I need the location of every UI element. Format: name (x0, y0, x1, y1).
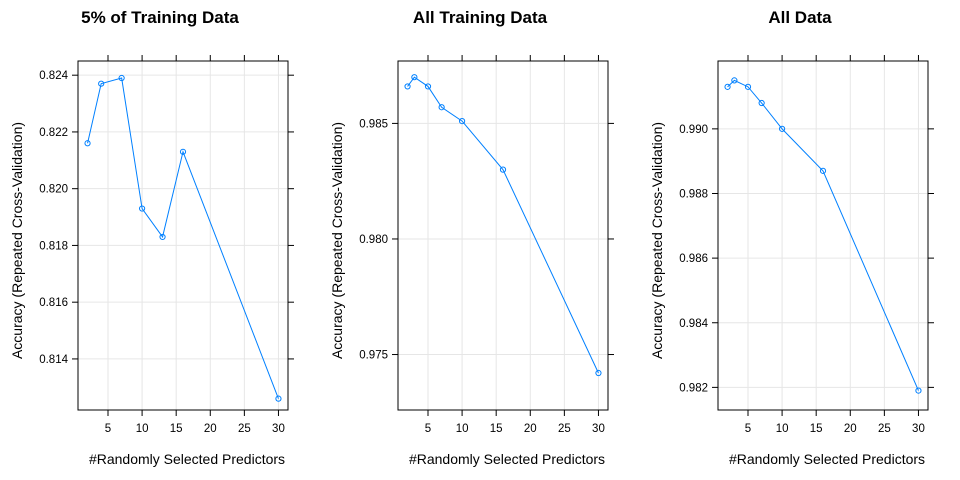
plot-frame (717, 60, 929, 411)
chart-panel-1: 5 10 15 20 25 30 0.814 0.816 0.818 0.820 0.822 0.82… (9, 8, 294, 467)
y-axis-label: Accuracy (Repeated Cross-Validation) (329, 122, 345, 359)
chart-panel-2: 5 10 15 20 25 30 0.975 0.980 0.985 All Training D… (329, 8, 614, 467)
x-tick-label: 10 (456, 423, 469, 435)
x-tick-label: 30 (272, 423, 285, 435)
x-axis-label: #Randomly Selected Predictors (89, 451, 285, 467)
data-point (778, 125, 786, 132)
data-point (411, 74, 418, 81)
x-tick-label: 20 (844, 423, 857, 435)
data-point (118, 74, 125, 82)
x-tick-label: 10 (136, 423, 149, 435)
y-tick-label: 0.980 (359, 234, 388, 246)
plot-frame (77, 60, 289, 411)
data-point (758, 99, 765, 107)
data-point (84, 140, 91, 147)
data-point (98, 80, 105, 87)
data-point (159, 233, 166, 241)
x-tick-label: 15 (170, 423, 183, 435)
x-tick-label: 5 (105, 423, 111, 435)
y-tick-label: 0.985 (359, 118, 388, 130)
y-tick-label: 0.990 (679, 124, 708, 136)
y-tick-label: 0.988 (679, 188, 708, 200)
data-point (138, 205, 146, 212)
y-tick-label: 0.975 (359, 350, 388, 362)
chart-title: All Training Data (413, 8, 548, 27)
y-tick-label: 0.986 (679, 253, 708, 265)
x-tick-label: 30 (592, 423, 605, 435)
y-tick-label: 0.982 (679, 382, 708, 394)
data-point (595, 369, 602, 377)
y-tick-label: 0.820 (39, 184, 68, 196)
data-point (724, 83, 731, 90)
series-line (407, 76, 599, 374)
data-point (458, 117, 466, 125)
y-tick-label: 0.822 (39, 127, 68, 139)
y-tick-label: 0.824 (39, 70, 68, 82)
x-tick-label: 15 (490, 423, 503, 435)
x-tick-label: 5 (425, 423, 431, 435)
x-tick-label: 15 (810, 423, 823, 435)
x-tick-label: 20 (204, 423, 217, 435)
plot-frame (397, 60, 609, 411)
x-tick-label: 25 (238, 423, 251, 435)
data-point (499, 166, 507, 173)
y-tick-label: 0.814 (39, 354, 68, 366)
chart-title: 5% of Training Data (81, 8, 239, 27)
x-tick-label: 30 (912, 423, 925, 435)
data-point (275, 395, 282, 402)
chart-panel-3: 5 10 15 20 25 30 0.982 0.984 0.986 0.988 0.990 All … (649, 8, 934, 467)
y-axis-label: Accuracy (Repeated Cross-Validation) (649, 122, 665, 359)
x-tick-label: 25 (878, 423, 891, 435)
data-point (744, 83, 752, 90)
y-tick-label: 0.818 (39, 240, 68, 252)
data-point (915, 387, 922, 394)
chart-title: All Data (768, 8, 832, 27)
x-tick-label: 10 (776, 423, 789, 435)
x-axis-label: #Randomly Selected Predictors (729, 451, 925, 467)
data-point (424, 83, 432, 90)
y-axis-label: Accuracy (Repeated Cross-Validation) (9, 122, 25, 359)
series-line (727, 79, 919, 391)
data-point (819, 167, 827, 174)
x-tick-label: 5 (745, 423, 751, 435)
y-tick-label: 0.816 (39, 297, 68, 309)
data-point (179, 148, 187, 155)
data-point (731, 77, 738, 84)
x-tick-label: 25 (558, 423, 571, 435)
y-tick-label: 0.984 (679, 318, 708, 330)
series-line (87, 77, 279, 399)
x-tick-label: 20 (524, 423, 537, 435)
x-axis-label: #Randomly Selected Predictors (409, 451, 605, 467)
data-point (438, 104, 445, 111)
data-point (404, 83, 411, 90)
